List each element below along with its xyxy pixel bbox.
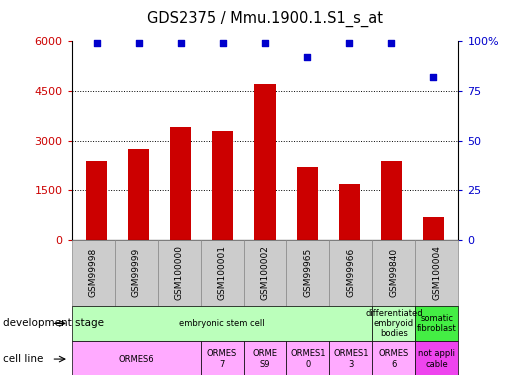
Text: GSM99966: GSM99966	[347, 248, 356, 297]
Text: ORMES
6: ORMES 6	[379, 350, 409, 369]
Bar	[86, 160, 107, 240]
Text: development stage: development stage	[3, 318, 104, 328]
Text: not appli
cable: not appli cable	[419, 350, 455, 369]
Point	[429, 74, 437, 80]
Bar	[254, 84, 276, 240]
Text: cell line: cell line	[3, 354, 43, 364]
Text: GDS2375 / Mmu.1900.1.S1_s_at: GDS2375 / Mmu.1900.1.S1_s_at	[147, 11, 383, 27]
Bar	[128, 149, 149, 240]
Point	[387, 40, 395, 46]
Text: ORMES1
3: ORMES1 3	[333, 350, 369, 369]
Bar	[423, 217, 444, 240]
Text: GSM100002: GSM100002	[261, 245, 269, 300]
Text: ORME
S9: ORME S9	[252, 350, 278, 369]
Point	[176, 40, 185, 46]
Text: GSM100004: GSM100004	[432, 245, 441, 300]
Point	[219, 40, 227, 46]
Bar	[170, 128, 191, 240]
Text: somatic
fibroblast: somatic fibroblast	[417, 314, 457, 333]
Text: GSM100001: GSM100001	[217, 245, 226, 300]
Point	[135, 40, 143, 46]
Point	[261, 40, 269, 46]
Text: GSM99965: GSM99965	[304, 248, 313, 297]
Bar	[339, 184, 360, 240]
Text: GSM99840: GSM99840	[390, 248, 399, 297]
Text: GSM99999: GSM99999	[131, 248, 140, 297]
Point	[303, 54, 311, 60]
Text: differentiated
embryoid
bodies: differentiated embryoid bodies	[365, 309, 423, 338]
Text: ORMES6: ORMES6	[118, 355, 154, 364]
Bar	[381, 160, 402, 240]
Point	[345, 40, 354, 46]
Text: ORMES
7: ORMES 7	[207, 350, 237, 369]
Bar	[213, 131, 233, 240]
Text: GSM99998: GSM99998	[89, 248, 98, 297]
Text: GSM100000: GSM100000	[174, 245, 183, 300]
Text: ORMES1
0: ORMES1 0	[290, 350, 326, 369]
Text: embryonic stem cell: embryonic stem cell	[179, 319, 265, 328]
Point	[93, 40, 101, 46]
Bar	[297, 167, 317, 240]
